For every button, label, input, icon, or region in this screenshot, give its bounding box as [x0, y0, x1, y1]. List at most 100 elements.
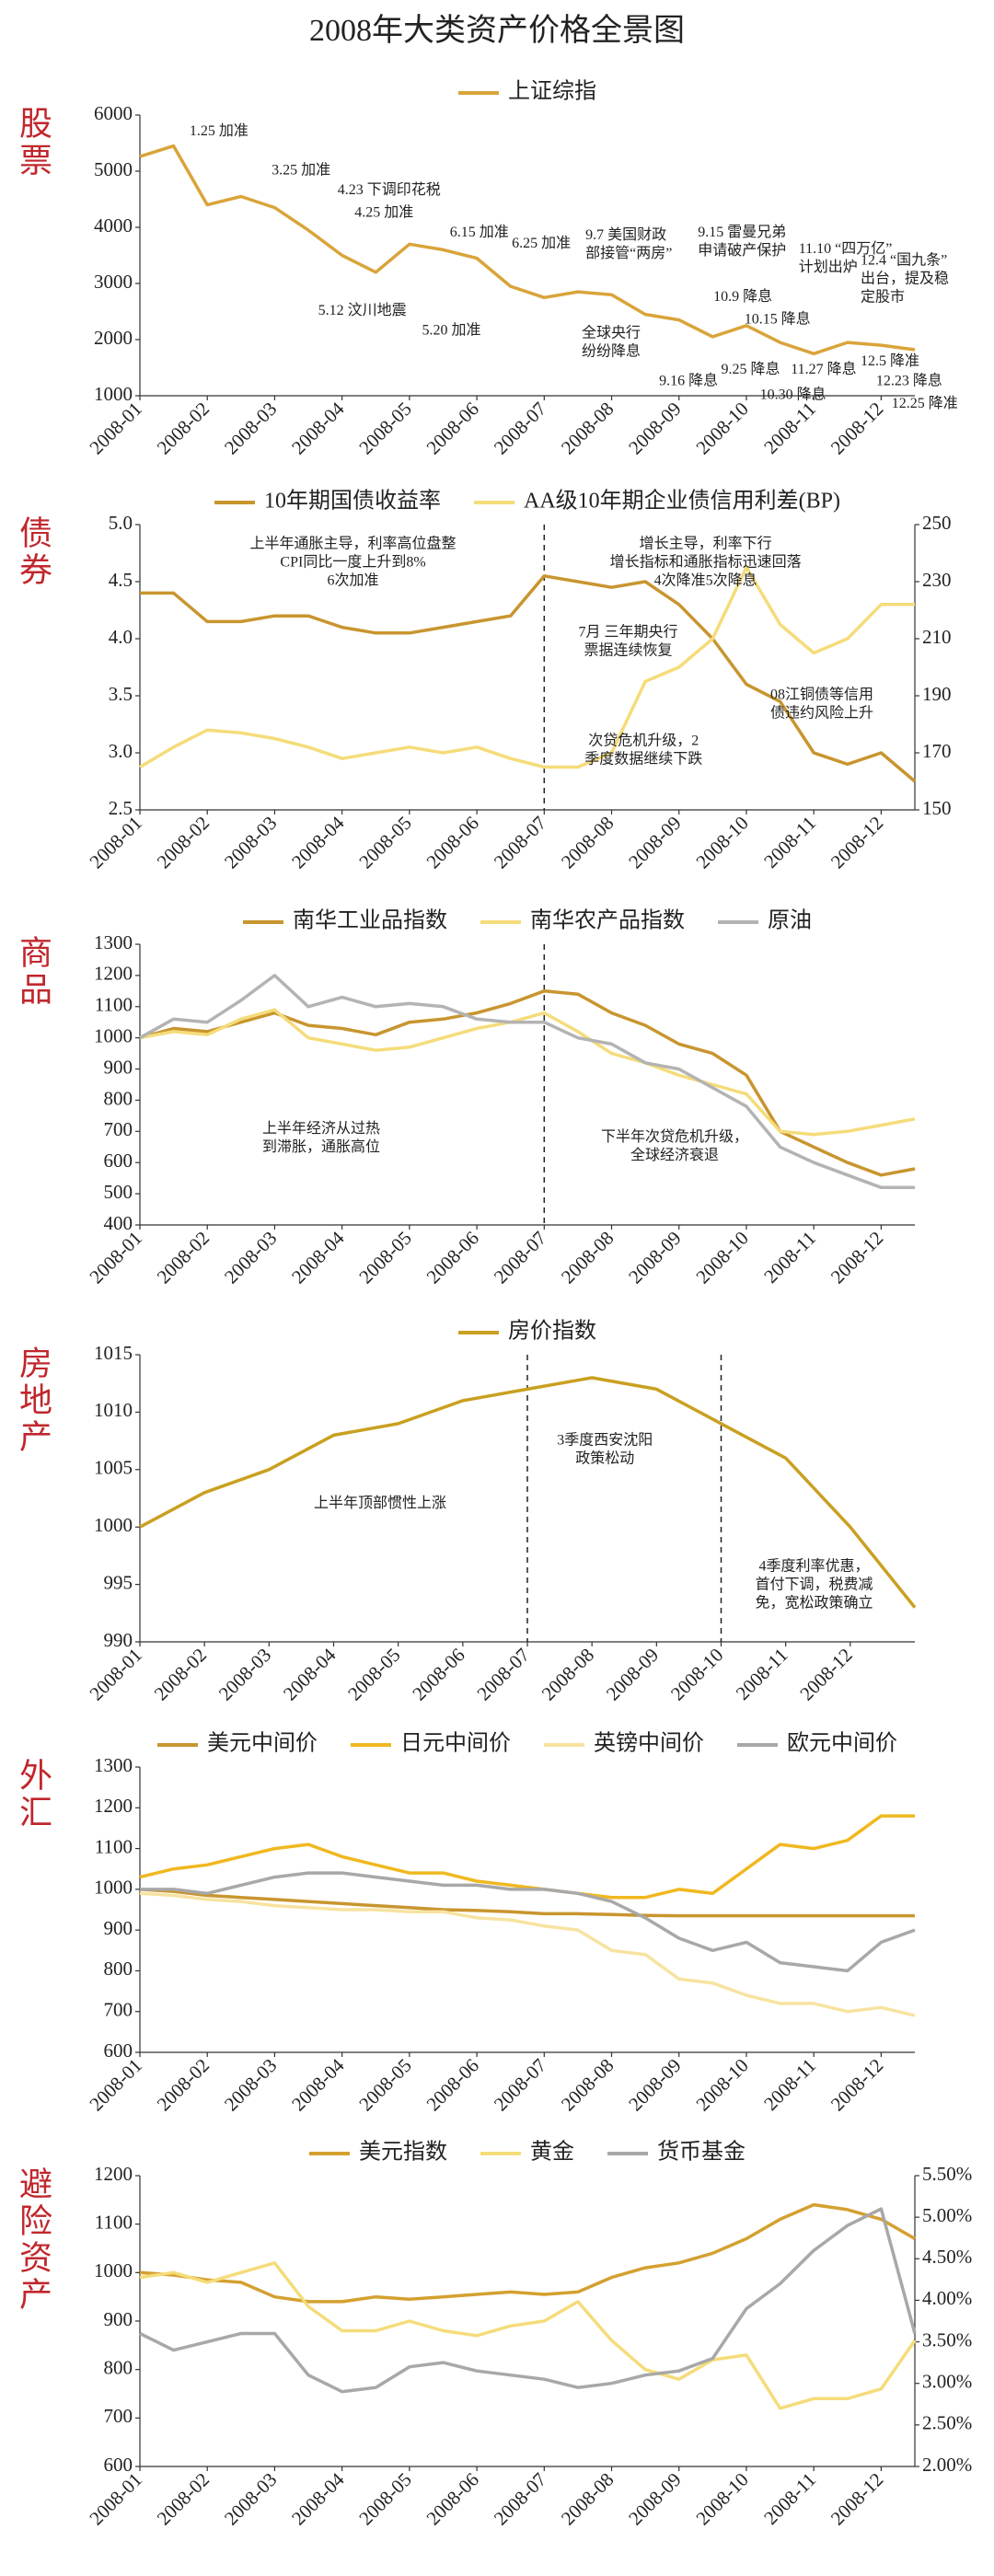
y-tick-label: 1000	[94, 1024, 133, 1046]
x-tick-label: 2008-10	[691, 812, 752, 872]
y-tick-label: 3.5	[109, 683, 133, 705]
annotation: 10.15 降息	[745, 310, 811, 327]
x-tick-label: 2008-09	[624, 2468, 685, 2529]
x-tick-label: 2008-06	[422, 2054, 483, 2115]
annotation: 纷纷降息	[582, 343, 641, 360]
side-label: 债券	[15, 515, 52, 589]
x-tick-label: 2008-03	[220, 812, 281, 872]
legend: 上证综指	[458, 79, 596, 104]
y2-tick-label: 4.50%	[922, 2246, 972, 2268]
x-tick-label: 2008-01	[85, 812, 145, 872]
legend-label: 黄金	[530, 2140, 574, 2165]
x-tick-label: 2008-07	[490, 2468, 550, 2529]
x-tick-label: 2008-12	[826, 398, 887, 458]
annotation: 季度数据继续下跌	[584, 750, 702, 767]
y-tick-label: 1000	[94, 1514, 133, 1536]
annotation: 11.27 降息	[791, 361, 856, 377]
x-tick-label: 2008-04	[287, 2054, 349, 2116]
annotation: 上半年顶部惯性上涨	[314, 1495, 446, 1511]
x-tick-label: 2008-07	[490, 812, 550, 872]
y-tick-label: 1200	[94, 1795, 133, 1817]
y-tick-label: 1000	[94, 1877, 133, 1899]
x-tick-label: 2008-05	[354, 2468, 415, 2529]
annotation: 票据连续恢复	[584, 641, 672, 658]
y2-tick-label: 210	[922, 626, 952, 648]
x-tick-label: 2008-05	[354, 1227, 415, 1288]
x-tick-label: 2008-11	[759, 2468, 820, 2529]
series-line	[139, 2207, 917, 2394]
y-tick-label: 1200	[94, 963, 133, 985]
x-tick-label: 2008-01	[85, 398, 145, 458]
y-tick-label: 995	[104, 1571, 133, 1593]
annotation: 5.20 加准	[422, 322, 480, 339]
y-tick-label: 800	[104, 1958, 133, 1980]
x-tick-label: 2008-09	[624, 398, 685, 458]
x-tick-label: 2008-02	[153, 812, 214, 872]
series-line	[139, 144, 916, 356]
y-tick-label: 3000	[94, 271, 133, 293]
x-tick-label: 2008-12	[826, 1227, 887, 1288]
x-tick-label: 2008-02	[153, 2054, 214, 2115]
legend-label: 南华农产品指数	[530, 908, 685, 933]
x-tick-label: 2008-08	[557, 812, 618, 872]
x-tick-label: 2008-02	[153, 2468, 214, 2529]
annotation: 10.30 降息	[760, 387, 826, 403]
x-tick-label: 2008-03	[220, 2468, 281, 2529]
legend-label: AA级10年期企业债信用利差(BP)	[524, 489, 840, 514]
x-tick-label: 2008-01	[85, 2468, 145, 2529]
x-tick-label: 2008-06	[422, 1227, 483, 1288]
annotation: 到滞胀，通胀高位	[262, 1138, 380, 1155]
x-tick-label: 2008-02	[153, 398, 214, 458]
legend: 美元中间价 日元中间价 英镑中间价 欧元中间价	[157, 1731, 897, 1756]
series-line	[139, 989, 916, 1177]
annotation: 申请破产保护	[698, 242, 786, 259]
x-tick-label: 2008-06	[422, 2468, 483, 2529]
x-tick-label: 2008-06	[422, 812, 483, 872]
y-tick-label: 700	[104, 1999, 133, 2021]
x-tick-label: 2008-07	[490, 2054, 550, 2115]
x-tick-label: 2008-03	[214, 1644, 275, 1704]
y2-tick-label: 3.50%	[922, 2328, 972, 2351]
annotation: 4.25 加准	[354, 203, 413, 220]
x-tick-label: 2008-04	[287, 398, 349, 459]
series-line	[139, 565, 915, 769]
legend-label: 南华工业品指数	[293, 908, 447, 933]
x-tick-label: 2008-11	[759, 398, 820, 458]
annotation: 7月 三年期央行	[578, 623, 677, 640]
page-title: 2008年大类资产价格全景图	[309, 13, 685, 48]
x-tick-label: 2008-01	[85, 2054, 145, 2115]
y-tick-label: 600	[104, 2454, 133, 2476]
y-tick-label: 1100	[95, 2211, 133, 2233]
y-tick-label: 5000	[94, 158, 133, 180]
annotation: 9.25 降息	[722, 361, 780, 377]
x-tick-label: 2008-09	[624, 1227, 685, 1288]
x-tick-label: 2008-12	[826, 2468, 887, 2529]
legend: 南华工业品指数 南华农产品指数 原油	[243, 908, 812, 933]
y-tick-label: 1200	[94, 2163, 133, 2185]
series-line	[139, 2202, 916, 2304]
legend-label: 美元指数	[359, 2140, 447, 2165]
x-tick-label: 2008-04	[287, 2468, 349, 2530]
series-line	[139, 1814, 915, 1900]
x-tick-label: 2008-05	[343, 1644, 404, 1704]
x-tick-label: 2008-12	[826, 2054, 887, 2115]
annotation: 08江铜债等信用	[770, 687, 873, 703]
x-tick-label: 2008-08	[557, 2054, 618, 2115]
annotation: 3季度西安沈阳	[557, 1431, 653, 1448]
annotation: CPI同比一度上升到8%	[280, 553, 425, 570]
annotation: 9.15 雷曼兄弟	[698, 224, 786, 240]
annotation: 计划出炉	[799, 259, 858, 275]
y2-tick-label: 250	[922, 512, 952, 534]
y-tick-label: 1100	[95, 1835, 133, 1857]
annotation: 12.4 “国九条”	[861, 251, 947, 268]
x-tick-label: 2008-01	[85, 1227, 145, 1288]
x-tick-label: 2008-11	[759, 812, 820, 872]
x-tick-label: 2008-09	[624, 2054, 685, 2115]
y2-tick-label: 150	[922, 797, 952, 819]
annotation: 上半年经济从过热	[262, 1120, 380, 1137]
y-tick-label: 900	[104, 1917, 133, 1939]
x-tick-label: 2008-05	[354, 2054, 415, 2115]
x-tick-label: 2008-03	[220, 1227, 281, 1288]
annotation: 12.23 降息	[876, 372, 942, 388]
